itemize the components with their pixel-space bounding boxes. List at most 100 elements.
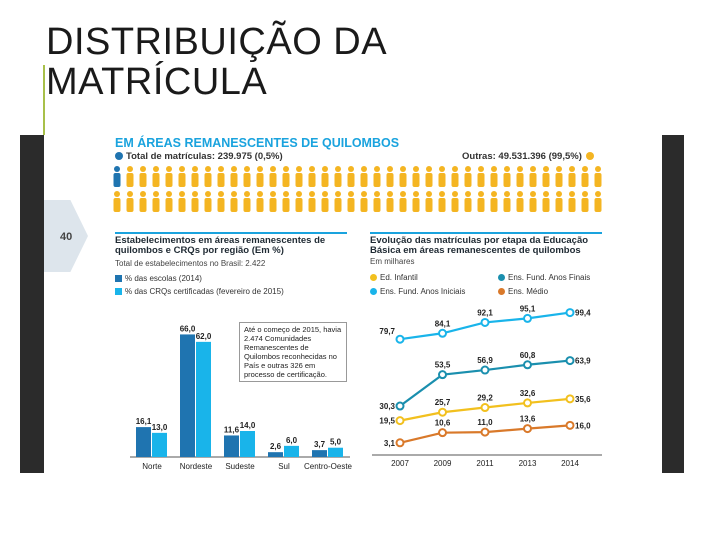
series-value-label: 10,6: [435, 419, 451, 428]
person-icon: [347, 191, 355, 212]
bar-value-label: 13,0: [152, 423, 168, 432]
bar-sul-schools: [268, 452, 283, 457]
total-enrollment: Total de matrículas: 239.975 (0,5%): [115, 151, 283, 162]
bar-value-label: 3,7: [314, 440, 326, 449]
bar-category-label: Centro-Oeste: [304, 462, 353, 471]
others-enrollment: Outras: 49.531.396 (99,5%): [462, 151, 594, 162]
person-icon: [178, 191, 186, 212]
right-chart-rule: [370, 232, 602, 234]
bar-value-label: 11,6: [224, 425, 240, 434]
person-icon: [464, 166, 472, 187]
bar-sudeste-crqs: [240, 431, 255, 457]
series-point: [480, 365, 490, 375]
person-icon: [386, 166, 394, 187]
legend-schools: % das escolas (2014): [115, 274, 202, 283]
person-icon: [373, 191, 381, 212]
slide-title-line2: MATRÍCULA: [46, 61, 268, 103]
right-chart-title-line1: Evolução das matrículas por etapa da Edu…: [370, 235, 589, 246]
legend-ens-medio-label: Ens. Médio: [508, 287, 549, 296]
bar-nordeste-crqs: [196, 341, 211, 457]
left-chart-rule: [115, 232, 347, 234]
series-point: [480, 427, 490, 437]
person-icon: [581, 166, 589, 187]
series-value-label: 95,1: [520, 304, 536, 313]
series-value-label: 29,2: [477, 394, 493, 403]
person-icon: [334, 166, 342, 187]
person-icon: [321, 166, 329, 187]
x-tick-label: 2014: [561, 459, 579, 468]
series-value-label: 56,9: [477, 356, 493, 365]
x-tick-label: 2011: [476, 459, 494, 468]
series-point: [395, 334, 405, 344]
person-icon: [230, 166, 238, 187]
person-icon: [243, 166, 251, 187]
right-chart-subtitle: Em milhares: [370, 257, 415, 266]
bar-centro-oeste-crqs: [328, 447, 343, 457]
left-chart-title-line1: Estabelecimentos em áreas remanescentes …: [115, 235, 326, 246]
bar-value-label: 62,0: [196, 332, 212, 341]
series-value-label: 84,1: [435, 319, 451, 328]
series-point: [565, 420, 575, 430]
person-icon: [204, 166, 212, 187]
page-number: 40: [60, 231, 73, 243]
person-icon: [581, 191, 589, 212]
person-icon: [126, 166, 134, 187]
x-tick-label: 2009: [434, 459, 452, 468]
person-icon: [308, 191, 316, 212]
left-chart-title-line2: quilombos e CRQs por região (Em %): [115, 245, 284, 256]
person-icon: [568, 191, 576, 212]
person-icon: [204, 191, 212, 212]
series-point: [480, 317, 490, 327]
series-point: [565, 394, 575, 404]
person-icon: [425, 191, 433, 212]
series-value-label: 30,3: [379, 402, 395, 411]
person-icon: [412, 191, 420, 212]
person-icon: [256, 191, 264, 212]
person-icon: [542, 191, 550, 212]
person-icon: [243, 191, 251, 212]
series-point: [523, 424, 532, 434]
bar-category-label: Norte: [142, 462, 162, 471]
series-point: [438, 407, 447, 417]
series-point: [523, 360, 532, 370]
person-icon: [113, 191, 121, 212]
series-value-label: 32,6: [520, 389, 536, 398]
others-enrollment-label: Outras: 49.531.396 (99,5%): [462, 151, 582, 162]
bar-category-label: Nordeste: [180, 462, 213, 471]
series-point: [565, 356, 575, 366]
bar-sudeste-schools: [224, 435, 239, 457]
legend-ed-infantil-dot-icon: [370, 274, 377, 282]
legend-anos-finais-dot-icon: [498, 274, 505, 282]
person-icon: [451, 166, 459, 187]
series-point: [395, 401, 405, 411]
person-icon: [191, 191, 199, 212]
person-icon: [477, 191, 485, 212]
person-icon: [529, 166, 537, 187]
legend-anos-iniciais: Ens. Fund. Anos Iniciais: [370, 287, 465, 296]
series-value-label: 60,8: [520, 351, 536, 360]
legend-schools-label: % das escolas (2014): [125, 274, 202, 283]
bar-norte-crqs: [152, 432, 167, 457]
person-icon: [308, 166, 316, 187]
series-point: [438, 428, 447, 438]
bar-value-label: 6,0: [286, 436, 298, 445]
bar-value-label: 14,0: [240, 421, 256, 430]
series-value-label: 16,0: [575, 421, 591, 430]
person-icon: [594, 191, 602, 212]
person-icon: [373, 166, 381, 187]
person-icon: [321, 191, 329, 212]
person-icon: [295, 191, 303, 212]
bar-nordeste-schools: [180, 334, 195, 457]
bar-value-label: 2,6: [270, 442, 282, 451]
person-icon: [529, 191, 537, 212]
person-icon: [269, 166, 277, 187]
slide-title-line1: DISTRIBUIÇÃO DA: [46, 21, 388, 63]
person-icon: [555, 166, 563, 187]
legend-crqs-swatch: [115, 288, 122, 296]
people-pictogram: [113, 166, 602, 212]
series-value-label: 11,0: [477, 418, 493, 427]
bar-category-label: Sul: [278, 462, 290, 471]
series-value-label: 53,5: [435, 361, 451, 370]
person-icon: [516, 191, 524, 212]
right-chart-title: Evolução das matrículas por etapa da Edu…: [370, 236, 588, 256]
